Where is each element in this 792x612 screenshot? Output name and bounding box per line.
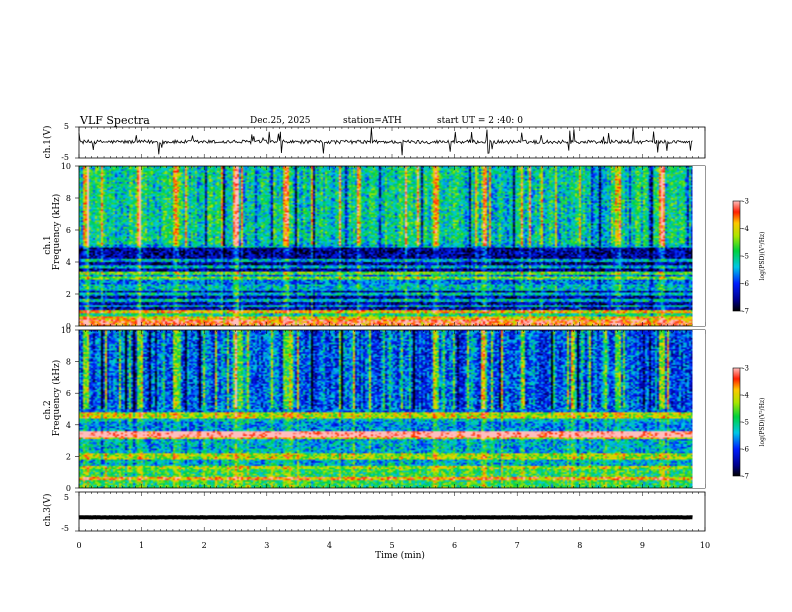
colorbar-tick-label: -5 <box>742 419 749 427</box>
ch1-frequency-axis-label: Frequency (kHz) <box>51 194 62 271</box>
ch3-waveform-panel: 5 -5 ch.3(V) <box>42 491 706 533</box>
frequency-tick-label: 0 <box>66 484 71 493</box>
colorbar-tick-label: -7 <box>742 308 749 316</box>
ch2-colorbar-label: log(PSD)(V²/Hz) <box>759 398 766 447</box>
ch1-spectrogram-image <box>79 166 705 326</box>
frequency-tick-label: 10 <box>61 162 71 171</box>
frequency-tick-label: 4 <box>66 421 71 430</box>
spectrogram-no-data-region <box>692 166 705 326</box>
ch2-colorbar-gradient <box>733 368 740 476</box>
colorbar-tick-label: -6 <box>742 446 749 454</box>
ch2-frequency-axis-label: Frequency (kHz) <box>51 360 62 437</box>
ch1-spectrogram-channel-label: ch.1 <box>43 235 53 254</box>
time-tick-label: 8 <box>577 541 582 550</box>
time-tick-label: 0 <box>76 541 81 550</box>
colorbar-tick-label: -3 <box>742 198 749 206</box>
date-label: Dec.25, 2025 <box>250 116 311 126</box>
ch1-voltage-axis-label: ch.1(V) <box>42 126 53 159</box>
frequency-tick-label: 0 <box>66 322 71 331</box>
ch1-ytick-min: -5 <box>61 153 69 162</box>
colorbar-tick-label: -5 <box>742 253 749 261</box>
start-time-label: start UT = 2 :40: 0 <box>437 116 523 126</box>
ch3-ytick-max: 5 <box>64 493 69 502</box>
frequency-tick-label: 2 <box>66 290 71 299</box>
time-tick-label: 6 <box>452 541 457 550</box>
frequency-tick-label: 6 <box>66 226 71 235</box>
colorbar-tick-label: -7 <box>742 473 749 481</box>
spectrogram-no-data-region <box>692 330 705 488</box>
ch3-voltage-axis-label: ch.3(V) <box>42 494 53 527</box>
frequency-tick-label: 4 <box>66 258 71 267</box>
ch2-spectrogram-channel-label: ch.2 <box>43 400 53 419</box>
time-axis-label: Time (min) <box>375 550 425 561</box>
station-label: station=ATH <box>343 116 402 126</box>
ch2-spectrogram-image <box>79 330 705 488</box>
ch1-colorbar-gradient <box>733 201 740 311</box>
time-tick-label: 7 <box>515 541 520 550</box>
ch1-ytick-max: 5 <box>64 122 69 131</box>
time-tick-label: 9 <box>640 541 645 550</box>
frequency-tick-label: 6 <box>66 389 71 398</box>
colorbar-tick-label: -4 <box>742 225 749 233</box>
time-tick-label: 2 <box>202 541 207 550</box>
frequency-tick-label: 10 <box>61 326 71 335</box>
figure-title: VLF Spectra <box>79 114 150 127</box>
time-tick-label: 4 <box>327 541 332 550</box>
colorbar-tick-label: -4 <box>742 392 749 400</box>
ch1-waveform-panel: 5 -5 ch.1(V) <box>42 122 706 162</box>
ch3-waveform-frame <box>78 491 706 532</box>
time-tick-label: 3 <box>264 541 269 550</box>
time-tick-label: 5 <box>389 541 394 550</box>
time-axis: 0 1 2 3 4 5 6 7 8 9 10 <box>76 541 710 550</box>
colorbar-tick-label: -6 <box>742 280 749 288</box>
time-tick-label: 1 <box>139 541 144 550</box>
frequency-tick-label: 2 <box>66 452 71 461</box>
colorbar-tick-label: -3 <box>742 365 749 373</box>
ch3-ytick-min: -5 <box>61 524 69 533</box>
frequency-tick-label: 8 <box>66 358 71 367</box>
frequency-tick-label: 8 <box>66 194 71 203</box>
ch1-colorbar-label: log(PSD)(V²/Hz) <box>759 232 766 281</box>
ch1-waveform-trace <box>78 127 693 156</box>
time-tick-label: 10 <box>700 541 710 550</box>
